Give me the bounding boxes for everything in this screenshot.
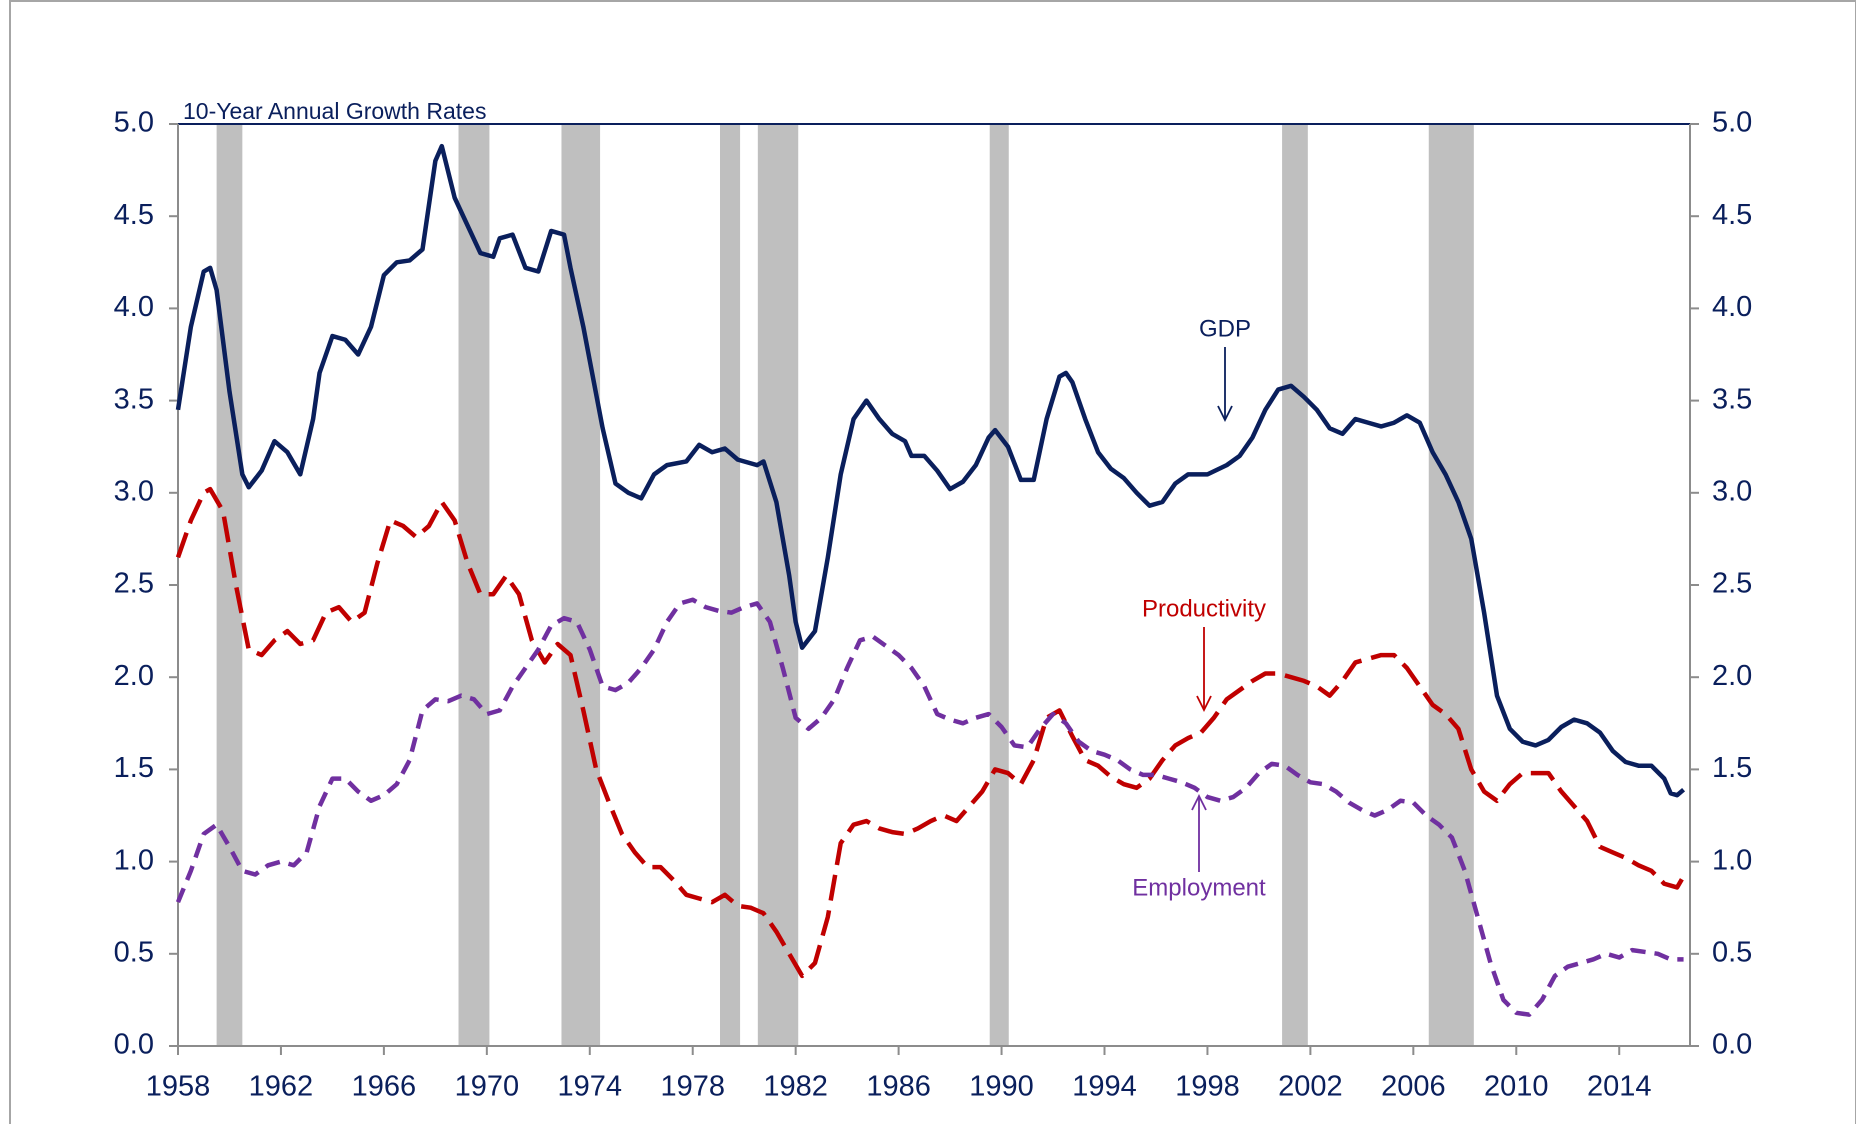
- y2-tick-label: 1.0: [1712, 844, 1752, 876]
- y2-tick-label: 4.5: [1712, 199, 1752, 231]
- x-tick-label: 1958: [146, 1071, 211, 1103]
- y2-tick-label: 3.0: [1712, 475, 1752, 507]
- y-tick-label: 2.0: [114, 660, 154, 692]
- y-tick-label: 5.0: [114, 107, 154, 139]
- series-line: [175, 486, 1686, 979]
- recession-layer: [216, 124, 1474, 1046]
- x-tick-label: 2014: [1587, 1071, 1652, 1103]
- y-tick-label: 0.5: [114, 936, 154, 968]
- x-tick-label: 1990: [969, 1071, 1034, 1103]
- x-tick-label: 1982: [763, 1071, 828, 1103]
- axes-layer: [169, 123, 1699, 1055]
- y2-tick-label: 0.0: [1712, 1029, 1752, 1061]
- x-tick-label: 1994: [1072, 1071, 1137, 1103]
- x-tick-label: 2006: [1381, 1071, 1446, 1103]
- y-tick-label: 1.5: [114, 752, 154, 784]
- x-tick-label: 1978: [660, 1071, 725, 1103]
- x-tick-label: 1966: [352, 1071, 417, 1103]
- y-tick-label: 3.5: [114, 383, 154, 415]
- x-tick-label: 1986: [866, 1071, 931, 1103]
- recession-band: [720, 124, 741, 1046]
- annotation-arrowhead: [1196, 695, 1212, 713]
- recession-band: [561, 124, 601, 1046]
- y-tick-label: 4.0: [114, 291, 154, 323]
- x-tick-label: 2010: [1484, 1071, 1549, 1103]
- series-annotation: Productivity: [1142, 595, 1266, 622]
- frame: [9, 0, 1856, 1124]
- y2-tick-label: 3.5: [1712, 383, 1752, 415]
- x-tick-label: 1974: [558, 1071, 623, 1103]
- recession-band: [458, 124, 490, 1046]
- y-tick-label: 2.5: [114, 568, 154, 600]
- series-annotation: Employment: [1132, 874, 1266, 901]
- x-tick-label: 1998: [1175, 1071, 1240, 1103]
- y2-tick-label: 5.0: [1712, 107, 1752, 139]
- labels-layer: 10-Year Annual Growth Rates 0.0 0.5 1.0 1.5…: [114, 98, 1753, 1103]
- y2-tick-label: 2.0: [1712, 660, 1752, 692]
- series-line: [175, 143, 1686, 798]
- y-tick-label: 0.0: [114, 1029, 154, 1061]
- y2-tick-label: 4.0: [1712, 291, 1752, 323]
- x-tick-label: 2002: [1278, 1071, 1343, 1103]
- y-tick-label: 3.0: [114, 475, 154, 507]
- series-line: [175, 597, 1684, 1017]
- y2-tick-label: 2.5: [1712, 568, 1752, 600]
- annotation-arrowhead: [1191, 793, 1207, 811]
- recession-band: [1428, 124, 1474, 1046]
- x-tick-label: 1970: [455, 1071, 520, 1103]
- y2-tick-label: 1.5: [1712, 752, 1752, 784]
- recession-band: [989, 124, 1009, 1046]
- series-annotation: GDP: [1199, 315, 1251, 342]
- chart-title: 10-Year Annual Growth Rates: [183, 98, 486, 124]
- recession-band: [1282, 124, 1308, 1046]
- y-tick-label: 4.5: [114, 199, 154, 231]
- recession-band: [216, 124, 243, 1046]
- x-tick-label: 1962: [249, 1071, 314, 1103]
- y2-tick-label: 0.5: [1712, 936, 1752, 968]
- lines-layer: [175, 143, 1686, 1017]
- y-tick-label: 1.0: [114, 844, 154, 876]
- annotation-arrowhead: [1217, 405, 1233, 423]
